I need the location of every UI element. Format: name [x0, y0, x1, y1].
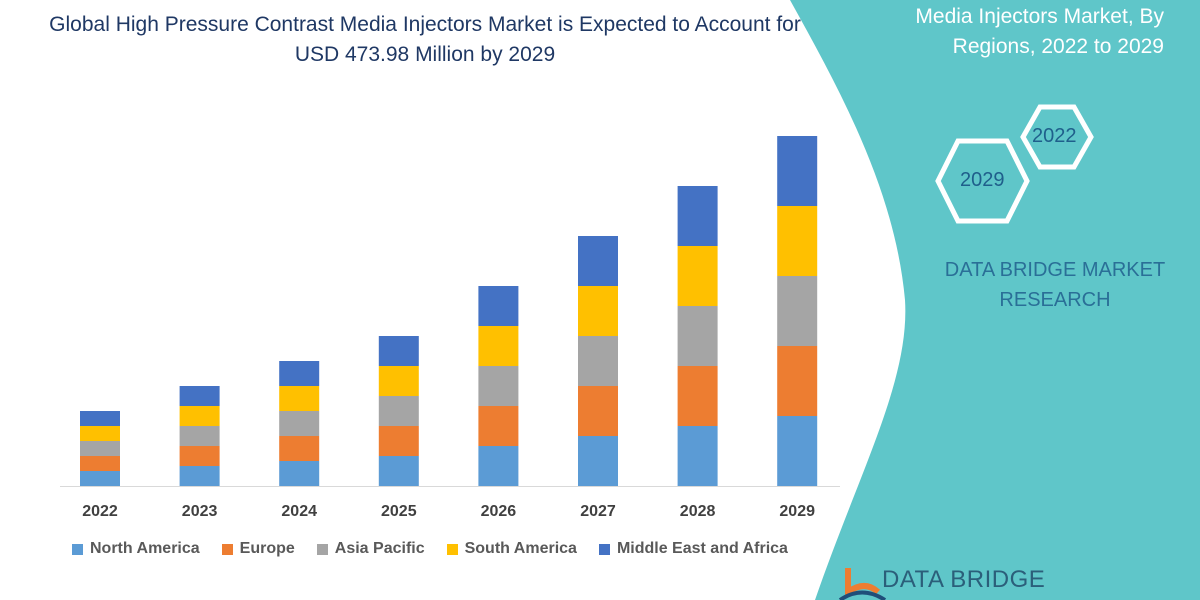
bar-segment-2029-north-america [777, 416, 818, 486]
hex-label-2022: 2022 [1032, 125, 1077, 147]
legend-swatch [446, 543, 458, 555]
hex-label-2029: 2029 [960, 169, 1005, 191]
legend-label: South America [464, 540, 577, 557]
bar-segment-2025-north-america [378, 456, 419, 486]
legend-item: North America [72, 540, 200, 558]
legend-swatch [221, 543, 233, 555]
bar-segment-2023-asia-pacific [179, 426, 220, 446]
legend-item: South America [446, 540, 577, 558]
bar-segment-2024-europe [279, 436, 320, 461]
bar-segment-2027-middle-east-and-africa [578, 236, 618, 286]
bar-segment-2024-south-america [279, 386, 320, 411]
bar-segment-2027-europe [578, 386, 618, 436]
legend-item: Europe [221, 540, 295, 558]
bar-segment-2026-asia-pacific [478, 366, 519, 406]
bar-segment-2029-middle-east-and-africa [777, 136, 818, 206]
bar-segment-2023-middle-east-and-africa [179, 386, 220, 406]
legend-item: Middle East and Africa [598, 540, 788, 558]
x-tick-label: 2025 [381, 503, 417, 520]
bar-segment-2026-south-america [478, 326, 519, 366]
legend-swatch [598, 543, 610, 555]
bar-segment-2029-europe [777, 346, 818, 416]
bar-segment-2023-north-america [179, 466, 220, 486]
legend-swatch [72, 543, 83, 555]
legend-label: North America [90, 540, 200, 557]
brand-name: DATA BRIDGE MARKET RESEARCH [944, 259, 1166, 311]
bar-segment-2025-middle-east-and-africa [378, 336, 419, 366]
side-title-line: Regions, 2022 to 2029 [952, 35, 1164, 58]
x-tick-label: 2024 [281, 503, 317, 520]
bar-segment-2027-north-america [578, 436, 618, 486]
legend: North America Europe Asia Pacific South Ame… [72, 540, 788, 558]
chart-title: Global High Pressure Contrast Media Inje… [49, 13, 801, 66]
legend-item: Asia Pacific [316, 540, 425, 558]
bar-segment-2029-south-america [777, 206, 818, 276]
x-tick-label: 2022 [82, 503, 118, 520]
logo-icon [838, 568, 887, 600]
legend-label: Europe [239, 540, 295, 557]
bar-segment-2027-south-america [578, 286, 618, 336]
teal-panel [790, 0, 1200, 600]
bar-segment-2028-south-america [677, 246, 718, 306]
bar-segment-2028-north-america [677, 426, 718, 486]
side-title-line: Media Injectors Market, By [915, 5, 1164, 28]
x-tick-label: 2027 [580, 503, 616, 520]
hexagon-2022 [1020, 104, 1094, 170]
bar-segment-2028-middle-east-and-africa [677, 186, 718, 246]
bar-segment-2025-asia-pacific [378, 396, 419, 426]
bar-segment-2028-asia-pacific [677, 306, 718, 366]
bar-segment-2028-europe [677, 366, 718, 426]
bar-segment-2024-north-america [279, 461, 320, 486]
logo-text: DATA BRIDGE [882, 566, 1046, 593]
x-tick-label: 2023 [181, 503, 218, 520]
bar-segment-2022-middle-east-and-africa [80, 411, 120, 426]
bar-segment-2022-south-america [80, 426, 120, 441]
legend-swatch [316, 543, 328, 555]
hexagon-2029 [935, 138, 1030, 224]
bar-segment-2024-asia-pacific [279, 411, 320, 436]
bar-segment-2027-asia-pacific [578, 336, 618, 386]
legend-label: Middle East and Africa [616, 540, 788, 557]
bar-segment-2023-south-america [179, 406, 220, 426]
bar-segment-2022-asia-pacific [80, 441, 120, 456]
x-tick-label: 2028 [679, 503, 716, 520]
bar-segment-2024-middle-east-and-africa [279, 361, 320, 386]
bar-segment-2025-south-america [378, 366, 419, 396]
bar-segment-2029-asia-pacific [777, 276, 818, 346]
x-tick-label: 2029 [779, 503, 815, 520]
legend-label: Asia Pacific [334, 540, 425, 557]
bar-segment-2022-north-america [80, 471, 120, 486]
bar-segment-2026-north-america [478, 446, 519, 486]
bar-segment-2023-europe [179, 446, 220, 466]
bar-segment-2022-europe [80, 456, 120, 471]
side-panel-title: Media Injectors Market, By Regions, 2022… [804, 2, 1164, 62]
x-tick-label: 2026 [480, 503, 517, 520]
bar-segment-2026-middle-east-and-africa [478, 286, 519, 326]
bar-segment-2026-europe [478, 406, 519, 446]
bar-segment-2025-europe [378, 426, 419, 456]
